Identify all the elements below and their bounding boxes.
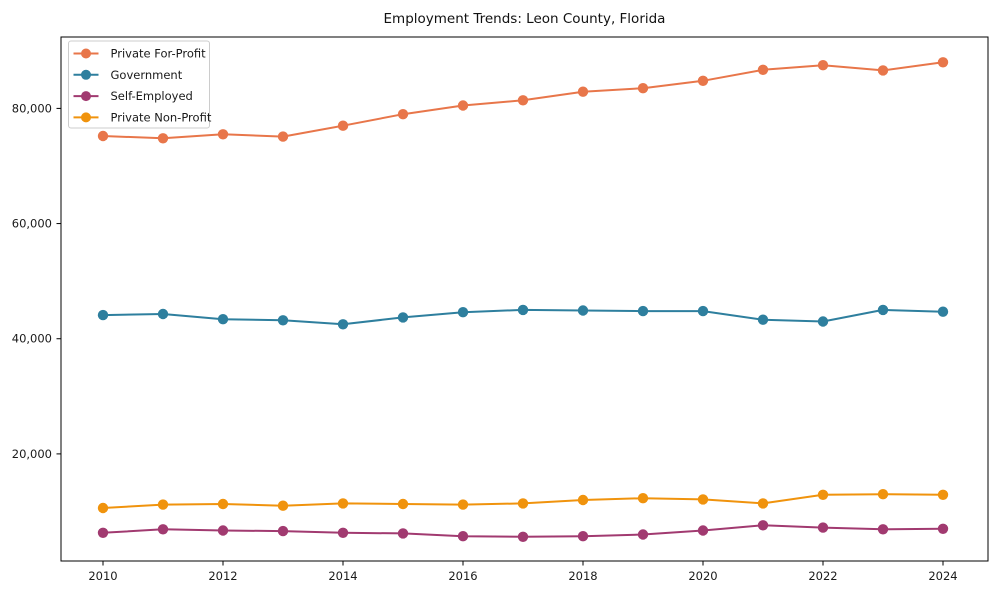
data-point-marker — [577, 494, 589, 506]
x-tick-label: 2022 — [808, 569, 837, 583]
data-point-marker — [877, 304, 889, 316]
data-point-marker — [517, 304, 529, 316]
data-point-marker — [277, 525, 289, 537]
data-point-marker — [757, 64, 769, 76]
data-point-marker — [697, 75, 709, 87]
data-point-marker — [817, 489, 829, 500]
data-point-marker — [217, 314, 229, 325]
data-point-marker — [157, 499, 169, 510]
y-tick-label: 80,000 — [12, 101, 52, 115]
data-point-marker — [697, 305, 709, 317]
data-point-marker — [817, 522, 829, 533]
data-point-marker — [517, 531, 529, 542]
data-point-marker — [97, 527, 109, 538]
y-tick-label: 20,000 — [12, 447, 52, 461]
data-point-marker — [817, 316, 829, 327]
data-point-marker — [97, 130, 109, 142]
data-point-marker — [817, 59, 829, 71]
data-point-marker — [457, 307, 469, 318]
data-point-marker — [937, 523, 949, 534]
data-point-marker — [697, 494, 709, 505]
plot-border — [60, 36, 989, 562]
data-point-marker — [337, 498, 349, 509]
x-tick-label: 2018 — [568, 569, 597, 583]
data-point-marker — [397, 528, 409, 539]
data-point-marker — [277, 131, 289, 142]
data-point-marker — [277, 500, 289, 511]
data-point-marker — [877, 524, 889, 535]
data-point-marker — [157, 524, 169, 535]
data-point-marker — [337, 527, 349, 538]
legend-label: Private For-Profit — [111, 47, 207, 61]
legend-marker-icon — [81, 91, 91, 102]
data-point-marker — [757, 498, 769, 509]
data-point-marker — [457, 531, 469, 542]
legend-label: Self-Employed — [111, 89, 193, 103]
data-point-marker — [877, 65, 889, 76]
data-point-marker — [397, 109, 409, 120]
data-point-marker — [517, 498, 529, 509]
x-tick-label: 2016 — [448, 569, 477, 583]
legend-label: Private Non-Profit — [111, 110, 212, 124]
data-point-marker — [217, 498, 229, 510]
data-point-marker — [97, 502, 109, 514]
data-point-marker — [757, 520, 769, 531]
data-point-marker — [337, 319, 349, 330]
data-point-marker — [637, 83, 649, 94]
x-tick-label: 2012 — [208, 569, 237, 583]
data-point-marker — [697, 525, 709, 536]
data-point-marker — [937, 306, 949, 317]
x-tick-label: 2020 — [688, 569, 717, 583]
legend-item: Private For-Profit — [73, 47, 207, 61]
data-point-marker — [217, 525, 229, 536]
y-tick-label: 40,000 — [12, 332, 52, 346]
data-point-marker — [157, 308, 169, 320]
data-point-marker — [637, 529, 649, 540]
chart-title: Employment Trends: Leon County, Florida — [383, 11, 666, 27]
data-point-marker — [757, 314, 769, 325]
data-point-marker — [637, 493, 649, 504]
legend-marker-icon — [81, 48, 91, 59]
data-point-marker — [397, 498, 409, 510]
data-point-marker — [457, 100, 469, 111]
legend-marker-icon — [81, 112, 91, 123]
x-tick-label: 2024 — [928, 569, 957, 583]
data-point-marker — [637, 305, 649, 317]
data-point-marker — [577, 531, 589, 542]
data-point-marker — [937, 489, 949, 500]
data-point-marker — [577, 305, 589, 316]
x-tick-label: 2010 — [88, 569, 117, 583]
data-point-marker — [457, 499, 469, 510]
data-point-marker — [517, 95, 529, 106]
data-point-marker — [97, 309, 109, 321]
legend-marker-icon — [81, 69, 91, 80]
legend-label: Government — [111, 68, 183, 82]
y-tick-label: 60,000 — [12, 217, 52, 231]
data-point-marker — [337, 120, 349, 131]
legend-item: Self-Employed — [73, 89, 193, 103]
legend-item: Private Non-Profit — [73, 110, 212, 124]
data-point-marker — [937, 57, 949, 68]
legend-box — [68, 40, 210, 129]
legend-item: Government — [73, 68, 183, 82]
legend: Private For-Profit Government Self-Employe… — [68, 40, 212, 129]
x-tick-label: 2014 — [328, 569, 357, 583]
data-point-marker — [877, 489, 889, 500]
data-point-marker — [577, 86, 589, 97]
data-point-marker — [277, 315, 289, 326]
data-point-marker — [217, 129, 229, 140]
data-point-marker — [157, 133, 169, 144]
data-point-marker — [397, 312, 409, 323]
